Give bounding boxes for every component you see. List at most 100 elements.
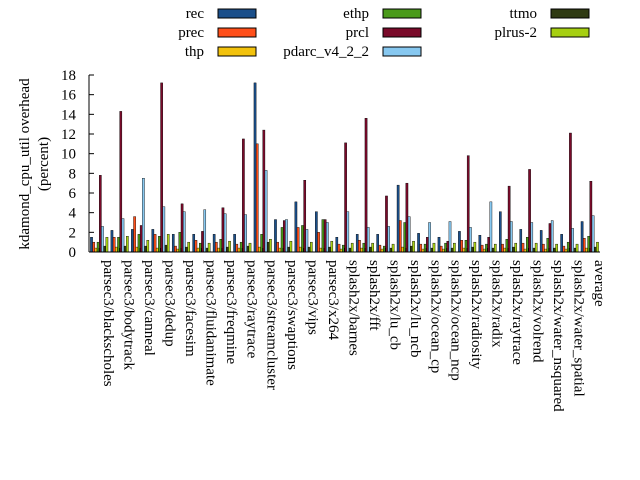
bar [348, 247, 352, 253]
x-tick-label: parsec3/vips [305, 260, 321, 335]
bar [299, 246, 302, 253]
bar [510, 221, 513, 253]
bar [310, 241, 313, 253]
bar [593, 246, 597, 253]
bar [319, 247, 323, 253]
bar [153, 234, 157, 253]
bar [364, 118, 368, 253]
bar [160, 82, 163, 253]
bar [321, 219, 325, 253]
bar [228, 240, 231, 253]
bar [391, 243, 395, 253]
legend-swatch [382, 46, 422, 57]
bar [194, 239, 198, 253]
y-tick-label: 14 [61, 107, 77, 123]
bar [171, 234, 175, 253]
legend-label: prec [178, 25, 204, 41]
bar [401, 246, 404, 253]
bar [121, 218, 125, 253]
y-ticks: 0 2 4 6 8 10 12 14 16 18 [61, 68, 94, 261]
legend-swatch [382, 27, 422, 38]
bar [328, 246, 331, 253]
x-tick-label: parsec3/fluidanimate [202, 260, 218, 386]
bar [385, 195, 388, 253]
bar [126, 236, 129, 253]
bar [555, 243, 558, 253]
bar [258, 246, 261, 253]
bar [560, 234, 563, 253]
bar [255, 143, 259, 253]
bar [519, 229, 523, 253]
legend-swatch [382, 8, 422, 19]
bar [575, 243, 579, 253]
bar [432, 242, 436, 253]
bar [514, 242, 518, 253]
bar [512, 246, 515, 253]
x-tick-label: splash2x/raytrace [509, 260, 525, 365]
bar [562, 245, 566, 253]
bar [534, 242, 538, 253]
bar [226, 246, 229, 253]
bar [460, 239, 463, 253]
x-tick-label: splash2x/ocean_ncp [448, 260, 464, 381]
bar [278, 247, 282, 253]
bar [123, 245, 127, 253]
bar [453, 242, 456, 253]
legend-swatch [217, 8, 257, 19]
x-tick-label: parsec3/streamcluster [264, 260, 280, 390]
bar [480, 244, 484, 253]
bar [358, 239, 361, 253]
bar [305, 229, 309, 253]
bar [174, 245, 177, 253]
bar [430, 247, 434, 253]
bar [473, 241, 477, 253]
bar [144, 245, 147, 253]
y-axis-label: kdamond_cpu_util overhead (percent) [17, 78, 52, 250]
bar [596, 241, 599, 253]
legend-label: ethp [343, 6, 369, 22]
bars [90, 82, 599, 253]
bar [235, 243, 239, 253]
bar [412, 240, 415, 253]
bar [269, 239, 272, 253]
bar [466, 155, 470, 253]
bar [315, 211, 318, 253]
legend-label: prcl [346, 25, 369, 41]
y-tick-label: 8 [69, 166, 77, 182]
bar [439, 245, 443, 253]
bar [478, 235, 482, 253]
bar [166, 234, 170, 253]
bar [103, 245, 107, 253]
bar [355, 234, 359, 253]
x-ticks: parsec3/blackscholes parsec3/bodytrack par… [98, 248, 607, 412]
bar [532, 247, 536, 253]
bar [350, 242, 354, 253]
bar [223, 213, 227, 253]
bar [571, 228, 574, 253]
bar [450, 247, 454, 253]
bar [330, 240, 334, 253]
x-tick-label: splash2x/radiosity [468, 260, 484, 370]
x-tick-label: average [591, 260, 607, 307]
bar [569, 132, 572, 253]
x-tick-label: splash2x/water_nsquared [550, 260, 566, 412]
bar [285, 219, 288, 253]
bar [253, 82, 257, 253]
bar [585, 247, 588, 253]
bar [521, 242, 525, 253]
bar [164, 244, 168, 253]
bar [396, 184, 400, 253]
bar [274, 219, 277, 253]
bar [405, 182, 409, 253]
bar [462, 247, 466, 253]
legend-label: ttmo [509, 6, 537, 22]
bar [399, 220, 402, 253]
bar [185, 246, 188, 253]
x-tick-label: parsec3/freqmine [223, 260, 239, 364]
bar [378, 244, 382, 253]
bar [335, 237, 339, 253]
bar [212, 234, 216, 253]
bar [287, 246, 290, 253]
bar [112, 237, 116, 253]
bar [303, 180, 307, 253]
